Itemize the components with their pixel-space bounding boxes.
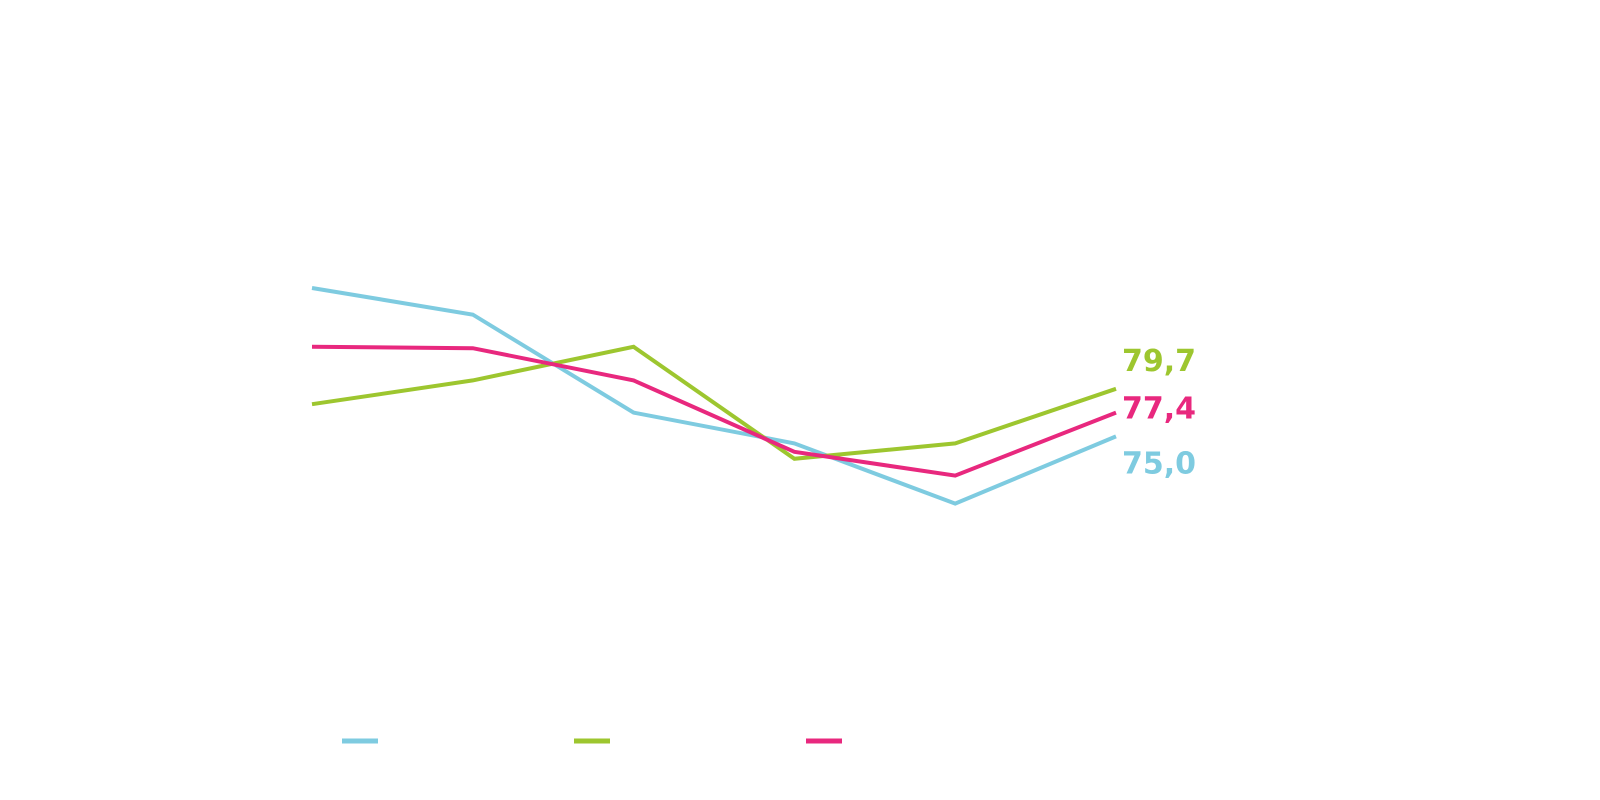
series-line-3 xyxy=(311,344,1117,478)
end-label-layer: 75,0 79,7 77,4 xyxy=(1122,344,1196,482)
series-3 xyxy=(311,344,1117,478)
series-line-2 xyxy=(311,344,1117,461)
series-line-1 xyxy=(311,286,1117,506)
end-label-1: 75,0 xyxy=(1122,446,1196,481)
series-2 xyxy=(311,344,1117,461)
end-label-2: 79,7 xyxy=(1122,344,1196,379)
series-1 xyxy=(311,286,1117,506)
end-label-3: 77,4 xyxy=(1122,392,1196,427)
series-layer xyxy=(311,286,1117,506)
